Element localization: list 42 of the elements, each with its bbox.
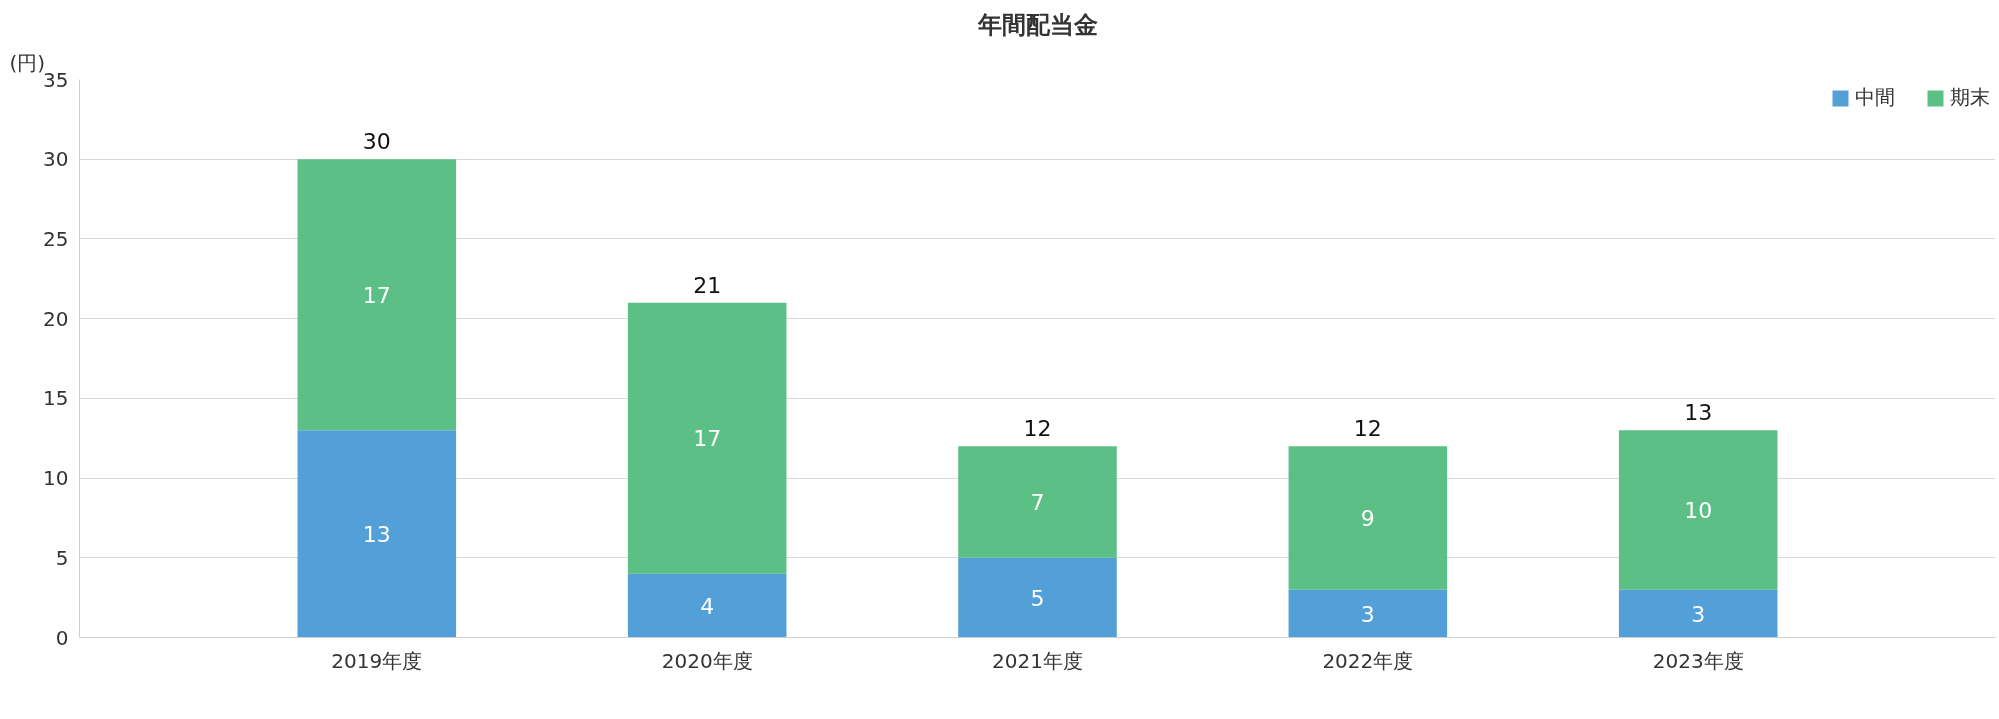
data-label: 3 xyxy=(1360,601,1375,627)
chart-title: 年間配当金 xyxy=(976,10,1098,39)
data-label: 9 xyxy=(1360,505,1375,531)
y-tick-label: 5 xyxy=(55,545,69,570)
bar xyxy=(1288,446,1448,590)
total-label: 21 xyxy=(693,272,722,298)
bar xyxy=(627,302,787,574)
x-tick-label: 2022年度 xyxy=(1322,648,1414,673)
legend-label: 中間 xyxy=(1855,84,1895,111)
bar xyxy=(1618,430,1778,590)
x-tick-label: 2019年度 xyxy=(331,648,423,673)
bar xyxy=(627,573,787,638)
bar xyxy=(958,446,1117,558)
total-label: 12 xyxy=(1023,416,1052,442)
y-tick-label: 10 xyxy=(43,466,69,491)
data-label: 4 xyxy=(700,593,715,619)
data-label: 10 xyxy=(1684,497,1713,523)
y-tick-label: 0 xyxy=(55,625,69,650)
bar xyxy=(1618,589,1778,638)
y-tick-label: 25 xyxy=(43,226,69,251)
data-label: 7 xyxy=(1030,489,1045,515)
bar xyxy=(1288,589,1448,638)
x-tick-label: 2021年度 xyxy=(992,648,1083,673)
data-label: 17 xyxy=(693,426,722,452)
total-label: 13 xyxy=(1684,400,1713,426)
data-label: 3 xyxy=(1691,601,1706,627)
data-label: 5 xyxy=(1030,585,1045,611)
y-tick-label: 30 xyxy=(43,147,69,172)
total-label: 12 xyxy=(1353,416,1382,442)
x-tick-label: 2023年度 xyxy=(1652,648,1744,673)
legend-label: 期末 xyxy=(1950,84,1990,111)
data-label: 17 xyxy=(362,282,391,308)
bar xyxy=(958,557,1117,638)
data-label: 13 xyxy=(362,521,391,547)
bar xyxy=(297,159,457,431)
total-label: 30 xyxy=(362,129,391,155)
y-tick-label: 20 xyxy=(43,306,69,331)
y-tick-label: 35 xyxy=(43,67,69,92)
bar xyxy=(297,430,457,638)
x-tick-label: 2020年度 xyxy=(661,648,753,673)
y-axis-title: (円) xyxy=(9,50,46,75)
y-tick-label: 15 xyxy=(43,386,69,411)
